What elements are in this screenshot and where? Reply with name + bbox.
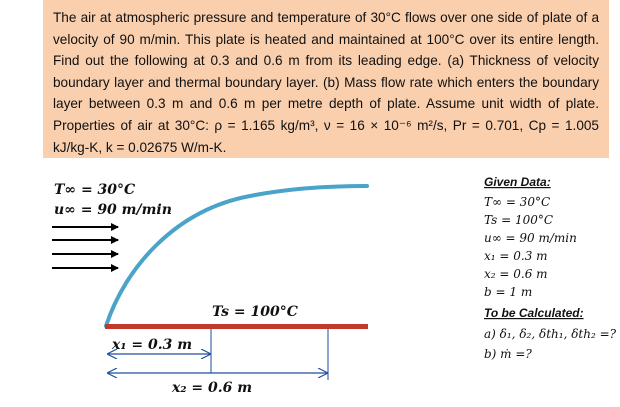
free-stream-velocity-label: u∞ = 90 m/min <box>54 202 172 218</box>
heated-plate <box>105 324 368 329</box>
given-item: b = 1 m <box>484 285 532 299</box>
to-calc-item: a) δ₁, δ₂, δth₁, δth₂ =? <box>484 327 617 341</box>
given-item: T∞ = 30°C <box>484 195 550 209</box>
x2-label: x₂ = 0.6 m <box>171 380 252 396</box>
given-item: u∞ = 90 m/min <box>484 231 577 245</box>
problem-statement-text: The air at atmospheric pressure and temp… <box>53 10 599 155</box>
to-calc-heading: To be Calculated: <box>484 306 584 320</box>
flow-arrows <box>52 223 119 272</box>
given-data-heading: Given Data: <box>484 175 551 189</box>
boundary-layer-diagram: T∞ = 30°C u∞ = 90 m/min Ts = 100°C x₁ = … <box>52 175 617 396</box>
boundary-layer-curve <box>104 184 369 328</box>
given-item: x₂ = 0.6 m <box>484 267 548 281</box>
dimension-x1: x₁ = 0.3 m <box>108 329 212 373</box>
plate-temp-label: Ts = 100°C <box>212 304 298 320</box>
free-stream-temp-label: T∞ = 30°C <box>54 182 135 198</box>
x1-label: x₁ = 0.3 m <box>111 337 192 353</box>
given-item: Ts = 100°C <box>484 213 553 227</box>
to-calc-item: b) ṁ =? <box>484 347 532 361</box>
dimension-x2: x₂ = 0.6 m <box>108 329 329 396</box>
given-item: x₁ = 0.3 m <box>484 249 548 263</box>
problem-statement-box: The air at atmospheric pressure and temp… <box>43 0 609 158</box>
